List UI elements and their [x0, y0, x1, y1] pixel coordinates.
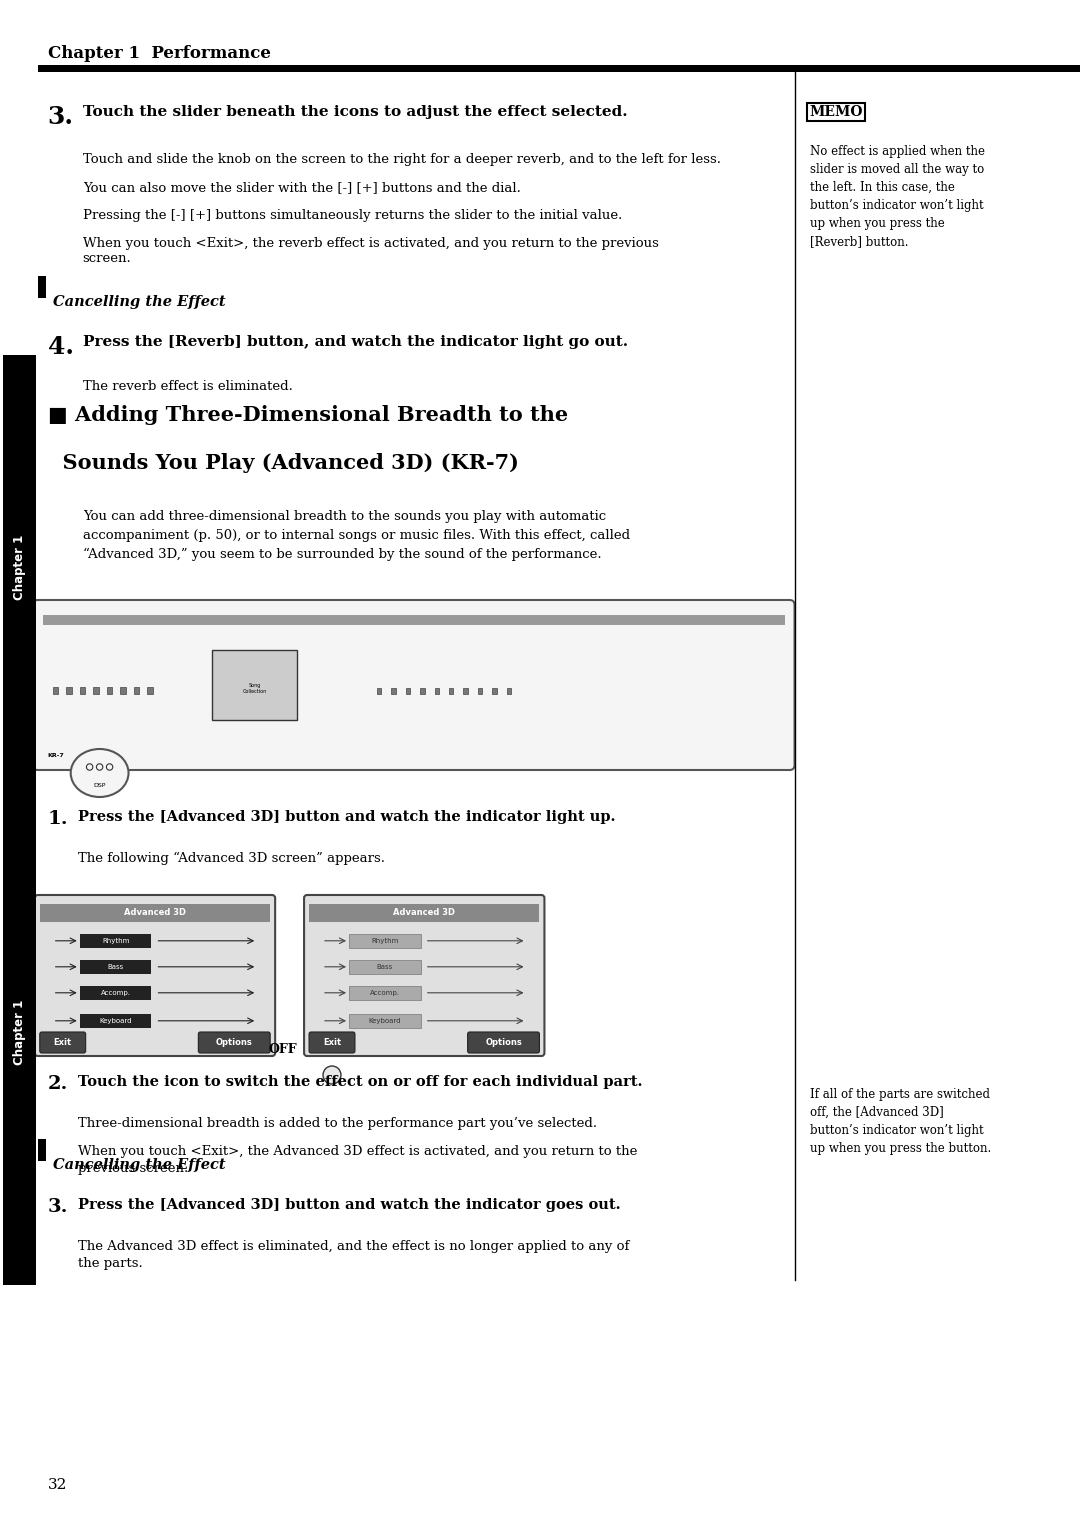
- Text: Chapter 1: Chapter 1: [13, 535, 26, 601]
- Text: Song
Collection: Song Collection: [243, 683, 267, 694]
- Text: If all of the parts are switched
off, the [Advanced 3D]
button’s indicator won’t: If all of the parts are switched off, th…: [810, 1088, 990, 1155]
- Text: Press the [Reverb] button, and watch the indicator light go out.: Press the [Reverb] button, and watch the…: [83, 335, 627, 348]
- Text: 2.: 2.: [48, 1076, 68, 1093]
- Text: Options: Options: [485, 1038, 522, 1047]
- Bar: [449, 688, 454, 694]
- Bar: [107, 688, 112, 694]
- Bar: [377, 688, 381, 694]
- Text: Bass: Bass: [107, 964, 124, 970]
- Bar: [406, 688, 410, 694]
- Text: Rhythm: Rhythm: [102, 938, 130, 944]
- Text: You can also move the slider with the [-] [+] buttons and the dial.: You can also move the slider with the [-…: [83, 180, 521, 194]
- Text: When you touch <Exit>, the reverb effect is activated, and you return to the pre: When you touch <Exit>, the reverb effect…: [83, 237, 659, 264]
- Text: ON: ON: [5, 1042, 28, 1056]
- Text: No effect is applied when the
slider is moved all the way to
the left. In this c: No effect is applied when the slider is …: [810, 145, 985, 248]
- Bar: [349, 1013, 421, 1027]
- Bar: [93, 688, 99, 694]
- Bar: [80, 1013, 151, 1027]
- Bar: [80, 934, 151, 947]
- Text: Exit: Exit: [54, 1038, 71, 1047]
- Text: Accomp.: Accomp.: [100, 990, 131, 996]
- Bar: [434, 688, 438, 694]
- Text: Chapter 1  Performance: Chapter 1 Performance: [48, 44, 271, 61]
- Bar: [213, 649, 297, 720]
- Bar: [53, 688, 58, 694]
- Text: 4.: 4.: [48, 335, 73, 359]
- Bar: [80, 688, 85, 694]
- FancyBboxPatch shape: [35, 895, 275, 1056]
- Bar: [349, 986, 421, 999]
- FancyBboxPatch shape: [40, 1031, 85, 1053]
- Text: Bass: Bass: [377, 964, 393, 970]
- FancyBboxPatch shape: [199, 1031, 270, 1053]
- Text: Rhythm: Rhythm: [372, 938, 399, 944]
- Text: 3.: 3.: [48, 105, 73, 128]
- Bar: [3, 779, 36, 1285]
- Bar: [40, 905, 270, 921]
- Bar: [463, 688, 468, 694]
- Text: Touch the slider beneath the icons to adjust the effect selected.: Touch the slider beneath the icons to ad…: [83, 105, 627, 119]
- Bar: [134, 688, 139, 694]
- Bar: [66, 688, 71, 694]
- Bar: [349, 934, 421, 947]
- Bar: [309, 905, 539, 921]
- Bar: [420, 688, 424, 694]
- Bar: [3, 354, 36, 779]
- Bar: [38, 277, 45, 298]
- Text: Exit: Exit: [323, 1038, 341, 1047]
- Bar: [120, 688, 126, 694]
- FancyBboxPatch shape: [309, 1031, 355, 1053]
- Text: MEMO: MEMO: [810, 105, 863, 119]
- Ellipse shape: [70, 749, 129, 798]
- Bar: [349, 960, 421, 973]
- Bar: [507, 688, 511, 694]
- Text: Press the [Advanced 3D] button and watch the indicator goes out.: Press the [Advanced 3D] button and watch…: [78, 1198, 620, 1212]
- Text: The reverb effect is eliminated.: The reverb effect is eliminated.: [83, 380, 293, 393]
- Text: Touch and slide the knob on the screen to the right for a deeper reverb, and to : Touch and slide the knob on the screen t…: [83, 153, 720, 167]
- Text: Keyboard: Keyboard: [368, 1018, 401, 1024]
- Text: The following “Advanced 3D screen” appears.: The following “Advanced 3D screen” appea…: [78, 853, 384, 865]
- Text: Pressing the [-] [+] buttons simultaneously returns the slider to the initial va: Pressing the [-] [+] buttons simultaneou…: [83, 209, 622, 222]
- Text: Chapter 1: Chapter 1: [13, 999, 26, 1065]
- Text: The Advanced 3D effect is eliminated, and the effect is no longer applied to any: The Advanced 3D effect is eliminated, an…: [78, 1241, 629, 1270]
- Bar: [38, 66, 1080, 72]
- Text: DSP: DSP: [94, 782, 106, 787]
- Text: 1.: 1.: [48, 810, 68, 828]
- Text: Advanced 3D: Advanced 3D: [393, 908, 456, 917]
- Text: 3.: 3.: [48, 1198, 68, 1216]
- Bar: [148, 688, 153, 694]
- Text: KR-7: KR-7: [48, 753, 65, 758]
- Bar: [492, 688, 497, 694]
- Text: Advanced 3D: Advanced 3D: [124, 908, 186, 917]
- FancyBboxPatch shape: [32, 601, 795, 770]
- Text: Accomp.: Accomp.: [369, 990, 400, 996]
- Bar: [38, 1138, 45, 1161]
- Text: Options: Options: [216, 1038, 253, 1047]
- Text: Cancelling the Effect: Cancelling the Effect: [53, 1158, 226, 1172]
- Bar: [391, 688, 395, 694]
- Text: Sounds You Play (Advanced 3D) (KR-7): Sounds You Play (Advanced 3D) (KR-7): [48, 452, 518, 474]
- Text: ■ Adding Three-Dimensional Breadth to the: ■ Adding Three-Dimensional Breadth to th…: [48, 405, 568, 425]
- Circle shape: [323, 1067, 341, 1083]
- FancyBboxPatch shape: [305, 895, 544, 1056]
- Text: Press the [Advanced 3D] button and watch the indicator light up.: Press the [Advanced 3D] button and watch…: [78, 810, 616, 824]
- Text: 32: 32: [48, 1478, 67, 1491]
- Text: Touch the icon to switch the effect on or off for each individual part.: Touch the icon to switch the effect on o…: [78, 1076, 643, 1089]
- Bar: [80, 960, 151, 973]
- Text: Keyboard: Keyboard: [99, 1018, 132, 1024]
- Text: OFF: OFF: [269, 1042, 297, 1056]
- Text: Three-dimensional breadth is added to the performance part you’ve selected.: Three-dimensional breadth is added to th…: [78, 1117, 597, 1131]
- Text: When you touch <Exit>, the Advanced 3D effect is activated, and you return to th: When you touch <Exit>, the Advanced 3D e…: [78, 1144, 637, 1175]
- Bar: [43, 614, 784, 625]
- Bar: [80, 986, 151, 999]
- Bar: [477, 688, 482, 694]
- Text: You can add three-dimensional breadth to the sounds you play with automatic
acco: You can add three-dimensional breadth to…: [83, 510, 630, 561]
- Text: Cancelling the Effect: Cancelling the Effect: [53, 295, 226, 309]
- FancyBboxPatch shape: [468, 1031, 539, 1053]
